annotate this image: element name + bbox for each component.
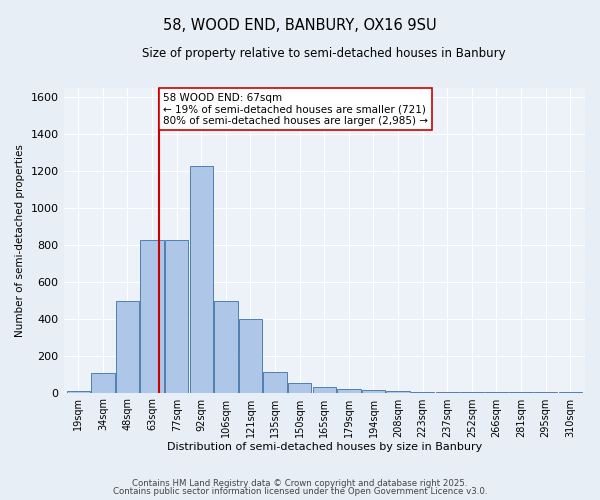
Title: Size of property relative to semi-detached houses in Banbury: Size of property relative to semi-detach… — [142, 48, 506, 60]
Text: Contains public sector information licensed under the Open Government Licence v3: Contains public sector information licen… — [113, 487, 487, 496]
Y-axis label: Number of semi-detached properties: Number of semi-detached properties — [15, 144, 25, 337]
Bar — [91, 373, 115, 392]
Bar — [190, 166, 213, 392]
Bar — [214, 301, 238, 392]
Text: 58 WOOD END: 67sqm
← 19% of semi-detached houses are smaller (721)
80% of semi-d: 58 WOOD END: 67sqm ← 19% of semi-detache… — [163, 92, 428, 126]
Bar — [165, 240, 188, 392]
Bar — [140, 240, 164, 392]
Bar — [239, 319, 262, 392]
Bar — [116, 301, 139, 392]
Bar — [67, 390, 90, 392]
Bar — [386, 390, 410, 392]
Bar — [263, 372, 287, 392]
Bar — [337, 389, 361, 392]
Bar — [362, 390, 385, 392]
Bar — [313, 387, 336, 392]
X-axis label: Distribution of semi-detached houses by size in Banbury: Distribution of semi-detached houses by … — [167, 442, 482, 452]
Bar — [288, 384, 311, 392]
Text: 58, WOOD END, BANBURY, OX16 9SU: 58, WOOD END, BANBURY, OX16 9SU — [163, 18, 437, 32]
Text: Contains HM Land Registry data © Crown copyright and database right 2025.: Contains HM Land Registry data © Crown c… — [132, 478, 468, 488]
